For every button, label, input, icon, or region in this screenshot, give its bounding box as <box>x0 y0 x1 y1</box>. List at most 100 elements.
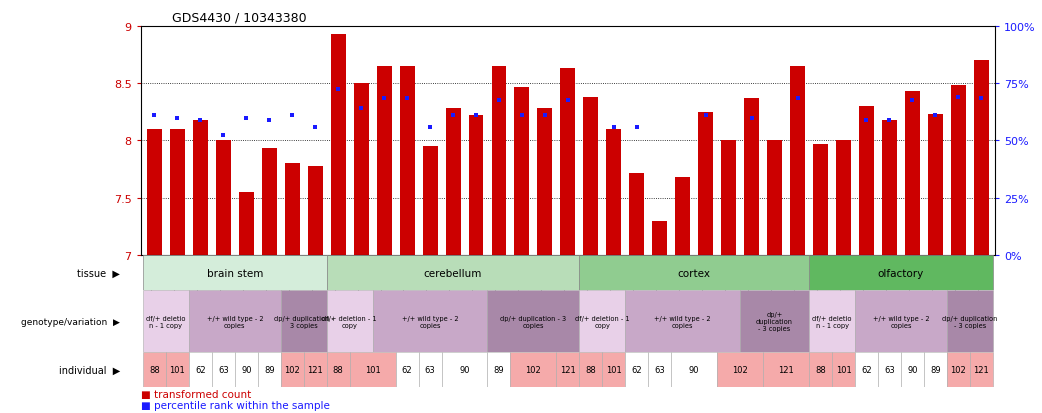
Text: dp/+ duplication -
3 copies: dp/+ duplication - 3 copies <box>274 315 333 328</box>
Bar <box>648 352 671 387</box>
Text: 102: 102 <box>525 366 541 374</box>
Bar <box>284 164 300 255</box>
Text: dp/+ duplication
- 3 copies: dp/+ duplication - 3 copies <box>942 315 997 328</box>
Bar <box>400 67 415 255</box>
Text: 88: 88 <box>815 366 826 374</box>
Bar <box>193 121 207 255</box>
Text: df/+ deletion - 1
copy: df/+ deletion - 1 copy <box>575 315 629 328</box>
Bar <box>924 352 947 387</box>
Bar <box>878 352 901 387</box>
Bar <box>579 291 625 352</box>
Text: 63: 63 <box>218 366 229 374</box>
Bar <box>442 352 488 387</box>
Text: 90: 90 <box>241 366 251 374</box>
Text: 62: 62 <box>402 366 413 374</box>
Bar <box>446 109 461 255</box>
Text: 101: 101 <box>170 366 185 374</box>
Bar <box>511 352 556 387</box>
Text: olfactory: olfactory <box>877 268 924 278</box>
Text: df/+ deletion - 1
copy: df/+ deletion - 1 copy <box>322 315 377 328</box>
Bar <box>974 61 989 255</box>
Text: 88: 88 <box>332 366 344 374</box>
Bar <box>970 352 993 387</box>
Text: dp/+ duplication - 3
copies: dp/+ duplication - 3 copies <box>500 315 567 328</box>
Text: 89: 89 <box>931 366 941 374</box>
Text: +/+ wild type - 2
copies: +/+ wild type - 2 copies <box>654 315 711 328</box>
Bar <box>492 67 506 255</box>
Bar <box>625 352 648 387</box>
Text: GDS4430 / 10343380: GDS4430 / 10343380 <box>172 12 306 25</box>
Bar <box>327 291 373 352</box>
Bar <box>947 291 993 352</box>
Text: 88: 88 <box>149 366 159 374</box>
Bar <box>790 67 805 255</box>
Bar <box>882 121 897 255</box>
Bar <box>579 255 809 291</box>
Text: 89: 89 <box>494 366 504 374</box>
Bar <box>257 352 280 387</box>
Text: 63: 63 <box>884 366 895 374</box>
Text: df/+ deletio
n - 1 copy: df/+ deletio n - 1 copy <box>146 315 185 328</box>
Text: tissue  ▶: tissue ▶ <box>77 268 120 278</box>
Bar <box>675 178 690 255</box>
Text: 102: 102 <box>284 366 300 374</box>
Bar <box>166 352 189 387</box>
Bar <box>698 113 713 255</box>
Text: +/+ wild type - 2
copies: +/+ wild type - 2 copies <box>872 315 929 328</box>
Bar <box>625 291 740 352</box>
Bar <box>855 352 878 387</box>
Text: brain stem: brain stem <box>206 268 263 278</box>
Text: 88: 88 <box>586 366 596 374</box>
Bar <box>579 352 602 387</box>
Bar <box>671 352 717 387</box>
Bar <box>280 352 304 387</box>
Bar <box>717 352 763 387</box>
Bar <box>350 352 396 387</box>
Bar <box>353 84 369 255</box>
Bar <box>928 115 943 255</box>
Bar <box>602 352 625 387</box>
Bar <box>855 291 947 352</box>
Text: 90: 90 <box>689 366 699 374</box>
Text: individual  ▶: individual ▶ <box>58 365 120 375</box>
Text: 63: 63 <box>654 366 665 374</box>
Text: 121: 121 <box>560 366 576 374</box>
Bar <box>606 130 621 255</box>
Bar <box>216 141 231 255</box>
Bar <box>809 352 832 387</box>
Bar <box>904 92 920 255</box>
Bar <box>832 352 855 387</box>
Bar <box>763 352 809 387</box>
Bar <box>951 86 966 255</box>
Bar <box>419 352 442 387</box>
Bar <box>584 98 598 255</box>
Text: 90: 90 <box>908 366 918 374</box>
Bar <box>538 109 552 255</box>
Bar <box>740 291 809 352</box>
Bar <box>189 352 212 387</box>
Bar <box>859 107 874 255</box>
Bar <box>212 352 234 387</box>
Bar <box>469 116 483 255</box>
Bar <box>330 35 346 255</box>
Bar <box>396 352 419 387</box>
Text: 89: 89 <box>264 366 275 374</box>
Text: 62: 62 <box>195 366 205 374</box>
Bar <box>327 255 579 291</box>
Bar <box>652 221 667 255</box>
Text: +/+ wild type - 2
copies: +/+ wild type - 2 copies <box>206 315 264 328</box>
Bar <box>234 352 257 387</box>
Text: 102: 102 <box>950 366 966 374</box>
Bar <box>170 130 184 255</box>
Bar <box>629 173 644 255</box>
Bar <box>488 291 579 352</box>
Text: cerebellum: cerebellum <box>424 268 482 278</box>
Bar <box>143 352 166 387</box>
Text: +/+ wild type - 2
copies: +/+ wild type - 2 copies <box>402 315 458 328</box>
Bar <box>327 352 350 387</box>
Bar <box>813 145 828 255</box>
Text: 90: 90 <box>460 366 470 374</box>
Text: df/+ deletio
n - 1 copy: df/+ deletio n - 1 copy <box>813 315 851 328</box>
Text: dp/+
duplication
- 3 copies: dp/+ duplication - 3 copies <box>756 311 793 331</box>
Text: 62: 62 <box>861 366 872 374</box>
